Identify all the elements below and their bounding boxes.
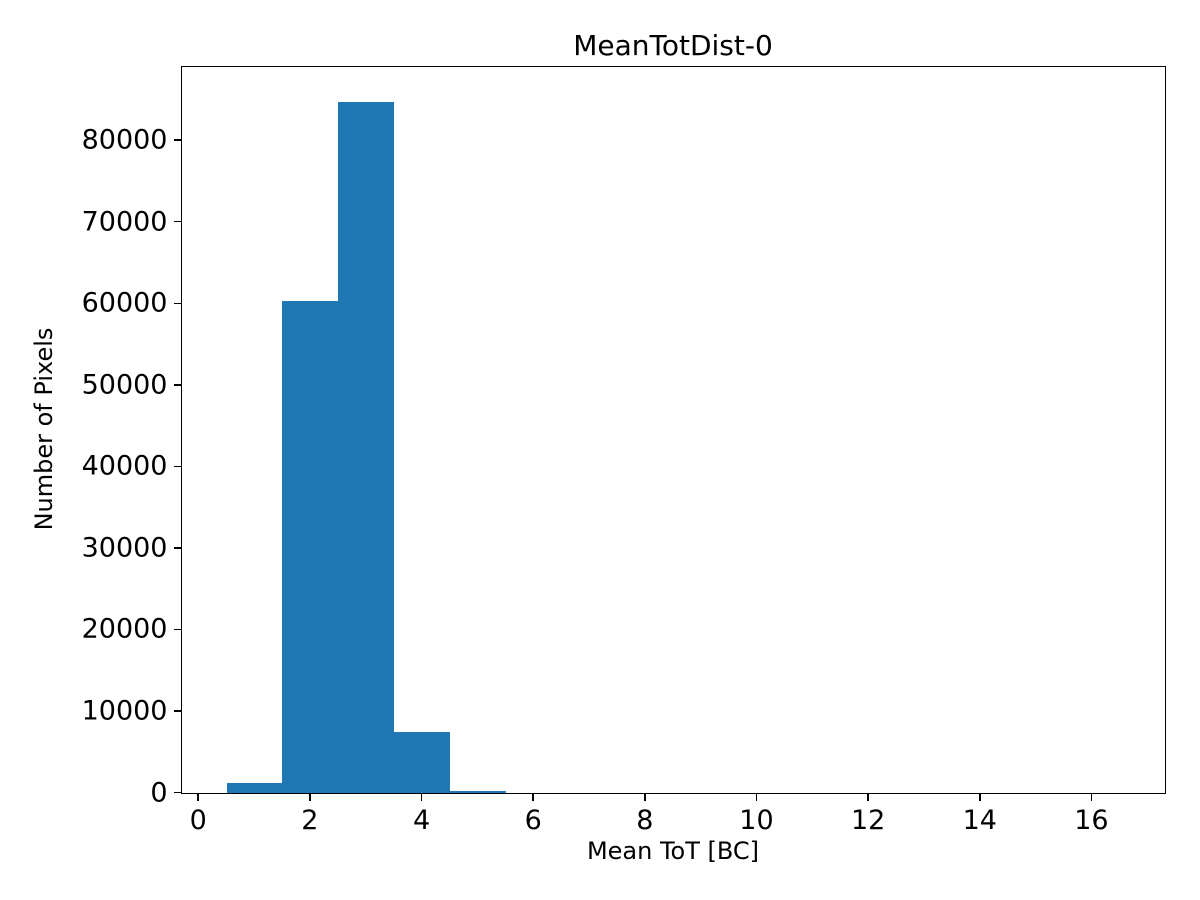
x-tick-mark — [979, 792, 981, 801]
plot-area — [181, 66, 1166, 794]
y-tick-mark — [173, 710, 182, 712]
x-tick-mark — [755, 792, 758, 801]
y-axis-label: Number of Pixels — [29, 327, 58, 531]
x-tick-label: 0 — [189, 804, 207, 836]
y-tick-mark — [173, 302, 182, 305]
histogram-bar — [282, 300, 339, 793]
bars-layer — [182, 67, 1165, 793]
x-axis-label: Mean ToT [BC] — [586, 837, 760, 865]
y-tick-label: 20000 — [81, 613, 168, 645]
y-tick-mark — [173, 465, 182, 468]
histogram-bar — [226, 783, 283, 793]
histogram-bar — [394, 732, 450, 793]
x-tick-label: 10 — [739, 804, 774, 836]
y-tick-label: 0 — [150, 777, 168, 808]
y-tick-mark — [173, 220, 182, 223]
x-tick-label: 2 — [301, 804, 319, 836]
x-tick-mark — [644, 792, 646, 801]
x-tick-label: 6 — [524, 804, 542, 836]
x-tick-label: 8 — [636, 804, 654, 836]
x-tick-mark — [309, 792, 311, 801]
y-tick-mark — [173, 384, 182, 386]
y-tick-label: 70000 — [81, 206, 168, 238]
y-tick-mark — [173, 791, 182, 794]
x-tick-label: 14 — [962, 804, 997, 836]
histogram-bar — [449, 791, 506, 793]
x-tick-label: 16 — [1074, 804, 1109, 836]
x-tick-mark — [1090, 792, 1093, 801]
x-tick-mark — [532, 792, 534, 801]
y-tick-mark — [173, 139, 182, 141]
x-tick-mark — [197, 792, 199, 801]
y-tick-label: 10000 — [81, 695, 168, 727]
histogram-bar — [338, 101, 395, 793]
y-tick-label: 30000 — [81, 532, 168, 564]
x-tick-label: 12 — [850, 804, 886, 836]
y-tick-mark — [173, 628, 182, 631]
y-tick-label: 50000 — [81, 369, 168, 401]
y-tick-label: 80000 — [81, 124, 168, 156]
y-tick-label: 40000 — [81, 450, 168, 482]
chart-title: MeanTotDist-0 — [573, 29, 773, 62]
x-tick-label: 4 — [412, 804, 431, 836]
x-tick-mark — [420, 792, 423, 801]
y-tick-mark — [173, 547, 182, 549]
y-tick-label: 60000 — [81, 287, 168, 319]
x-tick-mark — [867, 792, 869, 801]
